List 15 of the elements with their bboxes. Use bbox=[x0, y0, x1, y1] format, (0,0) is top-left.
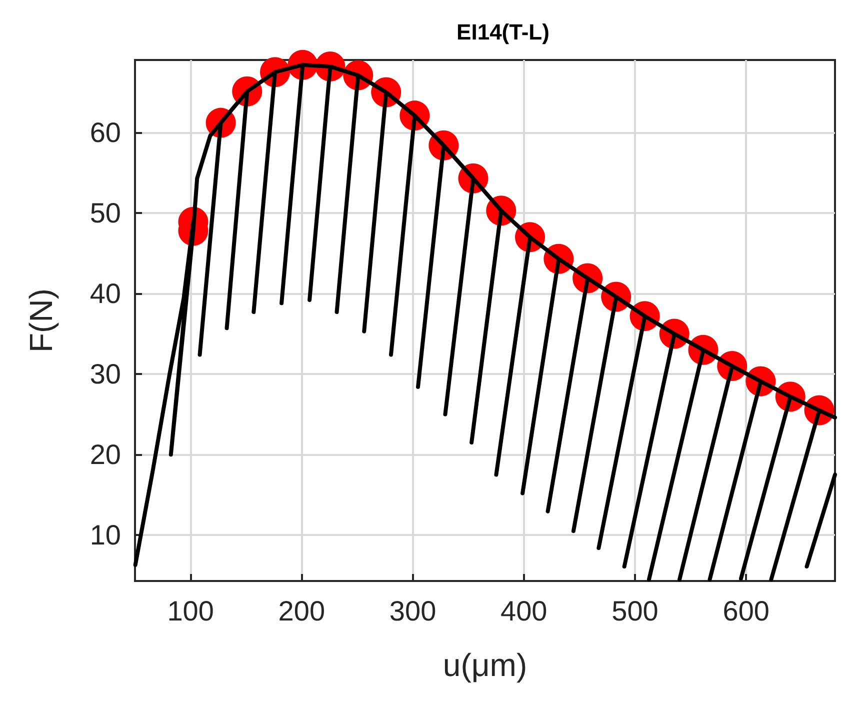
y-tick-label: 60 bbox=[90, 116, 121, 148]
x-axis-title: u(μm) bbox=[442, 647, 528, 683]
x-tick-label: 200 bbox=[278, 596, 326, 626]
x-tick-label: 600 bbox=[722, 596, 770, 626]
x-tick-label: 300 bbox=[389, 596, 436, 626]
y-tick-label: 20 bbox=[90, 439, 121, 470]
x-tick-label: 400 bbox=[500, 596, 548, 626]
y-tick-label: 40 bbox=[90, 278, 121, 310]
y-tick-label: 10 bbox=[90, 520, 121, 551]
y-tick-label: 30 bbox=[90, 358, 121, 390]
chart-title: EI14(T-L) bbox=[456, 20, 550, 44]
x-tick-label: 100 bbox=[167, 596, 214, 626]
y-tick-label: 50 bbox=[90, 198, 121, 228]
x-tick-label: 500 bbox=[612, 596, 658, 626]
y-axis-title: F(N) bbox=[23, 288, 59, 352]
